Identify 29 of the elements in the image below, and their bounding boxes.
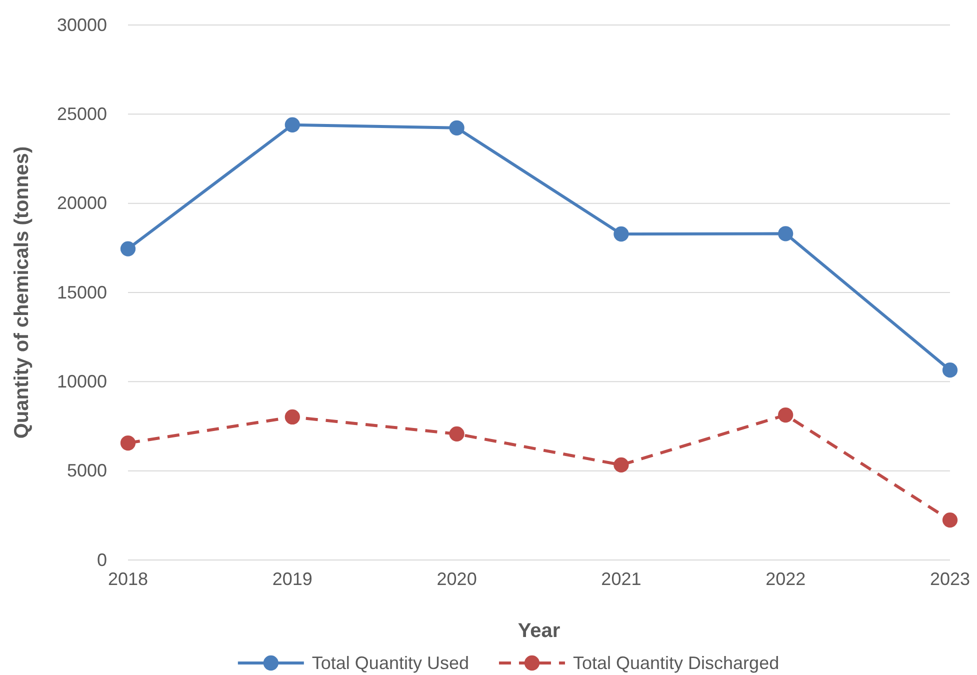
x-tick-label: 2019 (272, 568, 312, 589)
point (614, 226, 629, 242)
y-tick-label: 25000 (56, 104, 107, 124)
point (120, 435, 136, 451)
legend-label: Total Quantity Used (312, 653, 469, 673)
x-tick-label: 2023 (930, 568, 970, 589)
point (778, 407, 794, 423)
point (284, 409, 300, 425)
x-tick-label: 2021 (601, 568, 642, 589)
point (284, 117, 300, 132)
point (778, 226, 794, 242)
x-axis-title: Year (518, 620, 560, 642)
point (614, 457, 629, 472)
point (449, 120, 464, 136)
legend-label: Total Quantity Discharged (572, 653, 780, 673)
y-tick-label: 15000 (56, 282, 107, 302)
point (942, 512, 958, 528)
x-tick-label: 2022 (766, 568, 806, 589)
x-tick-label: 2018 (108, 568, 148, 589)
point (942, 362, 958, 378)
y-tick-label: 5000 (66, 460, 107, 481)
y-tick-label: 30000 (56, 14, 107, 35)
y-axis-title: Quantity of chemicals (tonnes) (11, 146, 33, 439)
point (449, 426, 464, 442)
y-tick-label: 20000 (56, 193, 107, 214)
point (120, 241, 136, 256)
y-tick-label: 0 (96, 550, 107, 570)
y-tick-label: 10000 (56, 371, 107, 392)
x-tick-label: 2020 (436, 568, 477, 589)
